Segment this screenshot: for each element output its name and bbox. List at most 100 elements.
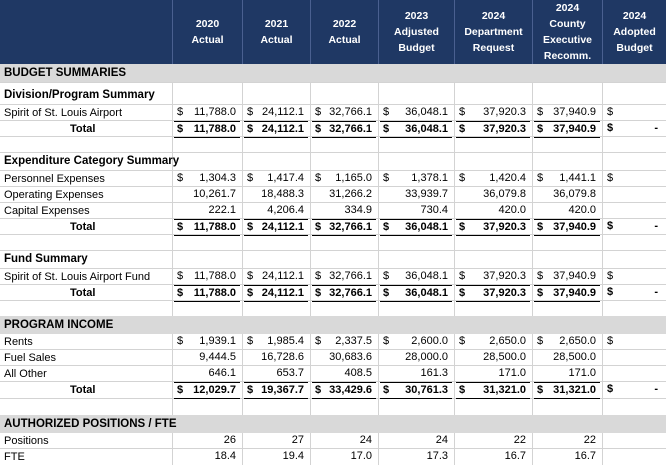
cell-value: 31,266.2 bbox=[329, 188, 372, 200]
value-cell: 420.0 bbox=[456, 203, 530, 218]
grid-line bbox=[0, 234, 666, 235]
value-cell: 18.4 bbox=[174, 449, 240, 464]
currency-symbol: $ bbox=[315, 123, 322, 135]
grid-line bbox=[532, 64, 533, 465]
cell-value: 12,029.7 bbox=[193, 384, 236, 396]
currency-symbol: $ bbox=[537, 384, 544, 396]
currency-symbol: $ bbox=[247, 123, 254, 135]
value-cell: 28,500.0 bbox=[534, 350, 600, 365]
cell-value: - bbox=[654, 286, 658, 298]
total-cell: $33,429.6 bbox=[312, 382, 376, 399]
total-cell: $24,112.1 bbox=[244, 219, 308, 236]
column-header-line: Adjusted bbox=[394, 26, 439, 38]
value-cell: $2,600.0 bbox=[380, 334, 452, 349]
currency-symbol: $ bbox=[177, 287, 184, 299]
currency-symbol: $ bbox=[537, 287, 544, 299]
cell-value: 33,429.6 bbox=[329, 384, 372, 396]
section-fund-summary: Fund Summary bbox=[4, 253, 88, 265]
currency-symbol: $ bbox=[537, 106, 544, 118]
total-cell: $ - bbox=[604, 382, 664, 397]
currency-symbol: $ bbox=[177, 172, 184, 184]
grid-line bbox=[378, 64, 379, 465]
grid-line bbox=[0, 202, 666, 203]
currency-symbol: $ bbox=[177, 384, 184, 396]
total-cell: $12,029.7 bbox=[174, 382, 240, 399]
value-cell: 171.0 bbox=[534, 366, 600, 381]
total-cell: $37,940.9 bbox=[534, 285, 600, 302]
total-cell: $ - bbox=[604, 219, 664, 234]
cell-value: 1,378.1 bbox=[411, 172, 448, 184]
currency-symbol: $ bbox=[177, 123, 184, 135]
cell-value: 24 bbox=[359, 434, 372, 446]
cell-value: 28,500.0 bbox=[483, 351, 526, 363]
cell-value: 1,417.4 bbox=[267, 172, 304, 184]
currency-symbol: $ bbox=[177, 106, 184, 118]
cell-value: 420.0 bbox=[498, 204, 526, 216]
currency-symbol: $ bbox=[383, 221, 390, 233]
currency-symbol: $ bbox=[459, 172, 466, 184]
currency-symbol: $ bbox=[459, 384, 466, 396]
row-label: Fuel Sales bbox=[4, 352, 56, 364]
currency-symbol: $ bbox=[383, 172, 390, 184]
currency-symbol: $ bbox=[177, 221, 184, 233]
cell-value: 31,321.0 bbox=[553, 384, 596, 396]
grid-line bbox=[602, 64, 603, 465]
cell-value: 1,985.4 bbox=[267, 335, 304, 347]
value-cell: 30,683.6 bbox=[312, 350, 376, 365]
column-header-line: 2024 bbox=[481, 10, 506, 22]
cell-value: 2,337.5 bbox=[335, 335, 372, 347]
currency-symbol: $ bbox=[459, 287, 466, 299]
value-cell: 730.4 bbox=[380, 203, 452, 218]
total-cell: $31,321.0 bbox=[456, 382, 530, 399]
cell-value: 11,788.0 bbox=[193, 123, 236, 135]
value-cell: 420.0 bbox=[534, 203, 600, 218]
value-cell: 16,728.6 bbox=[244, 350, 308, 365]
value-cell: 222.1 bbox=[174, 203, 240, 218]
row-label: Capital Expenses bbox=[4, 205, 90, 217]
cell-value: 36,048.1 bbox=[405, 106, 448, 118]
total-cell: $11,788.0 bbox=[174, 121, 240, 138]
cell-value: 1,304.3 bbox=[199, 172, 236, 184]
cell-value: 32,766.1 bbox=[329, 287, 372, 299]
value-cell: $37,940.9 bbox=[534, 269, 600, 284]
grid-line bbox=[0, 448, 666, 449]
value-cell: 10,261.7 bbox=[174, 187, 240, 202]
cell-value: 28,000.0 bbox=[405, 351, 448, 363]
cell-value: 4,206.4 bbox=[267, 204, 304, 216]
total-cell: $32,766.1 bbox=[312, 285, 376, 302]
column-header-line: Budget bbox=[616, 42, 653, 54]
total-row-label: Total bbox=[70, 221, 96, 233]
value-cell: $1,420.4 bbox=[456, 171, 530, 186]
column-header-1: 2020 Actual bbox=[172, 0, 242, 64]
cell-value: 37,940.9 bbox=[553, 123, 596, 135]
grid-line bbox=[0, 218, 666, 219]
value-cell: 408.5 bbox=[312, 366, 376, 381]
currency-symbol: $ bbox=[607, 122, 614, 134]
value-cell: $11,788.0 bbox=[174, 269, 240, 284]
column-header-line: Department bbox=[464, 26, 523, 38]
cell-value: 1,420.4 bbox=[489, 172, 526, 184]
value-cell bbox=[604, 203, 664, 218]
cell-value: 2,650.0 bbox=[559, 335, 596, 347]
currency-symbol: $ bbox=[247, 270, 254, 282]
cell-value: - bbox=[654, 383, 658, 395]
value-cell: $1,165.0 bbox=[312, 171, 376, 186]
column-header-line: 2024 bbox=[622, 10, 647, 22]
value-cell: 33,939.7 bbox=[380, 187, 452, 202]
grid-line bbox=[0, 104, 666, 105]
cell-value: 24,112.1 bbox=[261, 270, 304, 282]
value-cell: 17.3 bbox=[380, 449, 452, 464]
cell-value: 16,728.6 bbox=[261, 351, 304, 363]
currency-symbol: $ bbox=[247, 106, 254, 118]
value-cell: 18,488.3 bbox=[244, 187, 308, 202]
value-cell: 161.3 bbox=[380, 366, 452, 381]
value-cell: 24 bbox=[312, 433, 376, 448]
cell-value: 161.3 bbox=[420, 367, 448, 379]
value-cell: $1,304.3 bbox=[174, 171, 240, 186]
currency-symbol: $ bbox=[607, 106, 614, 118]
grid-line bbox=[0, 170, 666, 171]
grid-line bbox=[0, 381, 666, 382]
value-cell bbox=[604, 187, 664, 202]
cell-value: 9,444.5 bbox=[199, 351, 236, 363]
value-cell: 16.7 bbox=[534, 449, 600, 464]
